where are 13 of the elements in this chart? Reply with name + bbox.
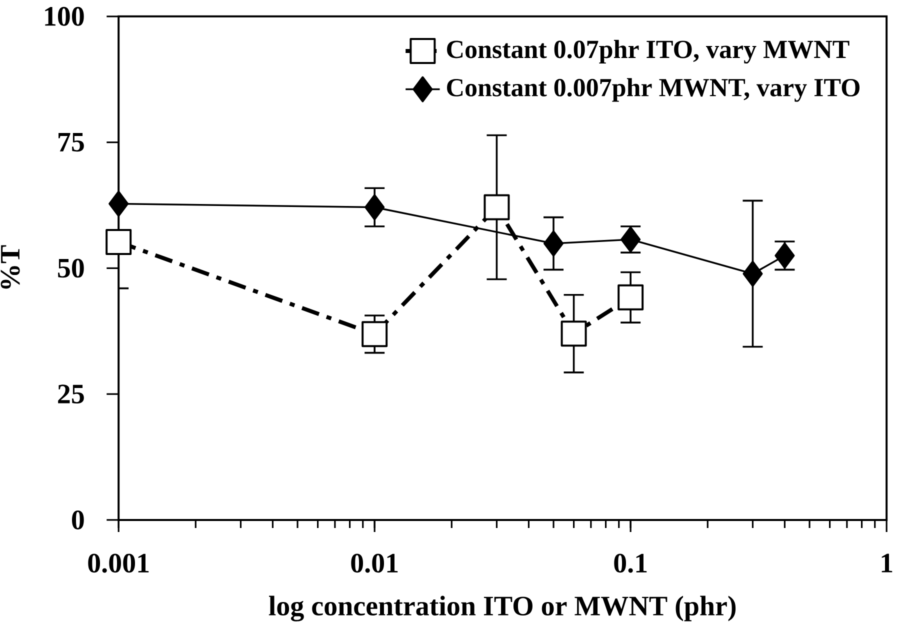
legend-label: Constant 0.007phr MWNT, vary ITO	[447, 78, 860, 102]
y-tick-label: 50	[58, 258, 84, 278]
y-tick-label: 100	[45, 6, 84, 26]
y-tick-label: 0	[72, 510, 84, 530]
y-axis-title: %T	[0, 245, 20, 289]
y-tick-label: 75	[58, 132, 84, 152]
x-axis-title: log concentration ITO or MWNT (phr)	[268, 596, 736, 622]
x-tick-label: 0.001	[88, 554, 149, 573]
x-tick-label: 1	[882, 554, 892, 572]
x-tick-label: 0.01	[351, 554, 398, 573]
y-tick-label: 25	[58, 384, 84, 404]
legend-label: Constant 0.07phr ITO, vary MWNT	[447, 40, 850, 64]
x-tick-label: 0.1	[614, 554, 647, 573]
